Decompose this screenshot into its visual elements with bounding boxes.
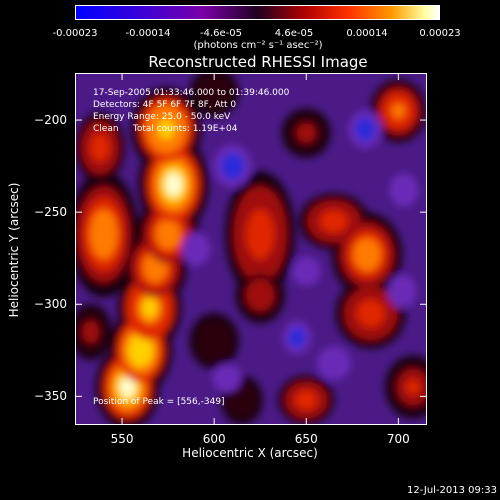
colorbar-tick-label: 0.00014 xyxy=(346,28,388,39)
heatmap-blob xyxy=(299,394,313,406)
heatmap-blob xyxy=(362,305,380,322)
colorbar-tick-label: 4.6e-05 xyxy=(274,28,314,39)
energy-range-label: Energy Range: 25.0 - 50.0 keV xyxy=(93,112,231,122)
heatmap-blob xyxy=(391,103,405,119)
y-tick-label: −250 xyxy=(34,205,67,220)
heatmap-blob xyxy=(358,244,376,265)
y-tick-label: −350 xyxy=(34,389,67,404)
colorbar-unit-label: (photons cm⁻² s⁻¹ asec⁻²) xyxy=(193,40,323,51)
detectors-label: Detectors: 4F 5F 6F 7F 8F, Att 0 xyxy=(93,100,237,110)
heatmap-blob xyxy=(393,281,411,302)
heatmap-blob xyxy=(251,219,269,250)
heatmap-blob xyxy=(236,394,247,406)
heatmap-blob xyxy=(85,325,96,339)
heatmap-image xyxy=(76,74,426,424)
heatmap-blob xyxy=(95,219,112,250)
colorbar-tick-label: -0.00023 xyxy=(52,28,98,39)
colorbar xyxy=(75,5,440,20)
heatmap-blob xyxy=(142,298,158,318)
colorbar-tick-label: -0.00014 xyxy=(125,28,171,39)
heatmap-blob xyxy=(325,214,343,228)
heatmap-blob xyxy=(406,379,420,395)
y-tick-label: −200 xyxy=(34,113,67,128)
heatmap-blob xyxy=(323,352,345,374)
heatmap-blob xyxy=(208,86,220,99)
heatmap-blob xyxy=(133,340,148,361)
x-tick-label: 600 xyxy=(202,432,226,446)
y-tick-label: −300 xyxy=(34,297,67,312)
heatmap-blob xyxy=(395,179,413,201)
colorbar-tick-label: -4.6e-05 xyxy=(200,28,242,39)
counts-label: Clean Total counts: 1.19E+04 xyxy=(93,124,238,134)
heatmap-plot-area xyxy=(75,73,427,425)
x-tick-label: 650 xyxy=(294,432,318,446)
heatmap-blob xyxy=(300,127,313,139)
colorbar-tick-label: 0.00023 xyxy=(419,28,461,39)
x-tick-label: 700 xyxy=(386,432,410,446)
heatmap-blob xyxy=(354,117,376,142)
y-axis-label: Heliocentric Y (arcsec) xyxy=(7,182,21,318)
time-range-label: 17-Sep-2005 01:33:46.000 to 01:39:46.000 xyxy=(93,88,290,98)
peak-position-label: Position of Peak = [556,-349] xyxy=(93,397,225,407)
x-axis-label: Heliocentric X (arcsec) xyxy=(182,446,318,460)
heatmap-blob xyxy=(218,369,236,387)
heatmap-blob xyxy=(94,139,106,156)
heatmap-blob xyxy=(297,262,316,280)
chart-title: Reconstructed RHESSI Image xyxy=(148,53,368,71)
heatmap-blob xyxy=(288,327,306,348)
heatmap-blob xyxy=(147,258,163,277)
heatmap-blob xyxy=(220,152,245,180)
heatmap-blob xyxy=(120,377,136,398)
x-tick-label: 550 xyxy=(110,432,134,446)
heatmap-blob xyxy=(165,172,182,197)
heatmap-blob xyxy=(186,238,205,260)
heatmap-blob xyxy=(157,119,175,140)
heatmap-blob xyxy=(208,334,220,348)
heatmap-blob xyxy=(160,225,176,244)
timestamp: 12-Jul-2013 09:33 xyxy=(406,485,497,496)
heatmap-blob xyxy=(254,288,267,302)
